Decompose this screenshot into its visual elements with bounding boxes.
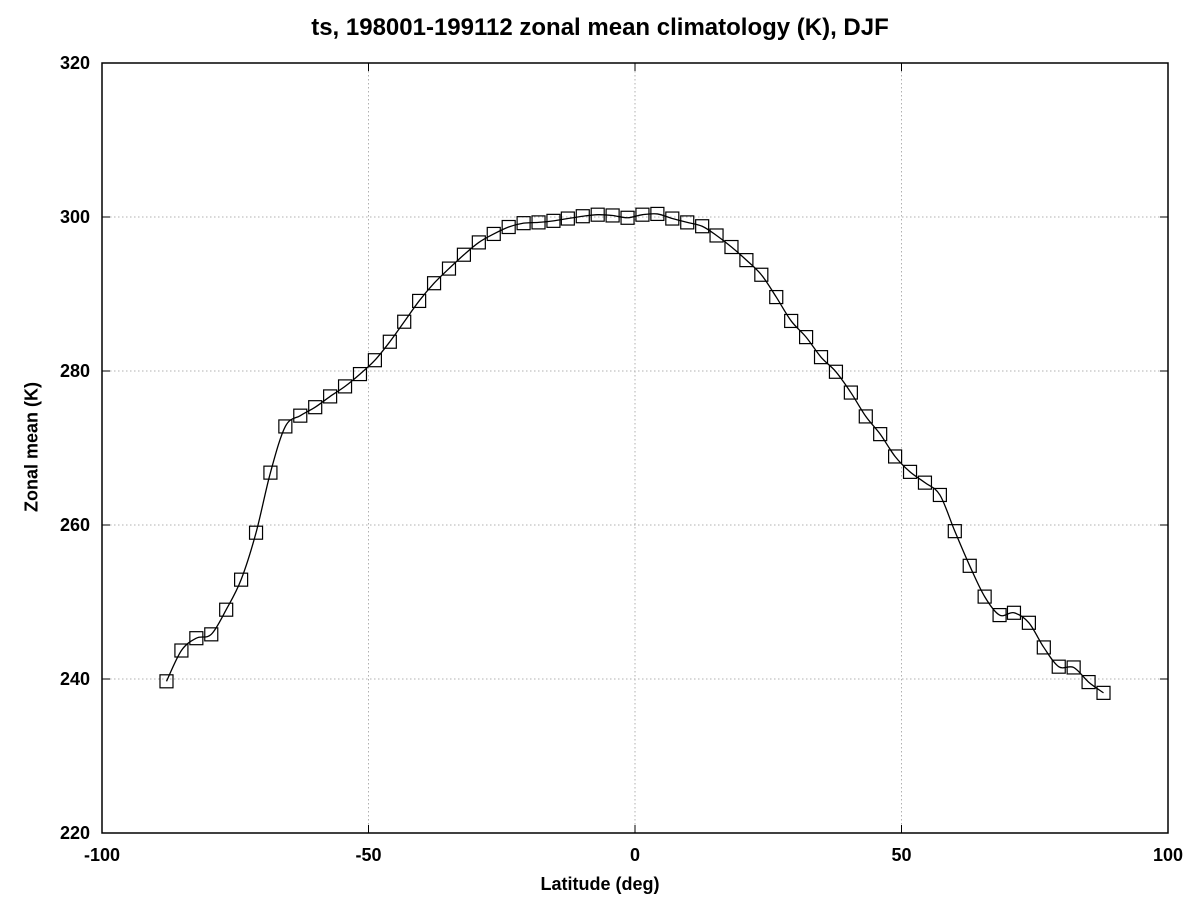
series-line bbox=[165, 213, 1104, 694]
x-tick-label: 50 bbox=[891, 845, 911, 865]
data-point-marker bbox=[159, 674, 174, 689]
data-point-marker bbox=[947, 524, 962, 539]
data-point-marker bbox=[486, 226, 501, 242]
x-tick-label: -50 bbox=[355, 845, 381, 865]
data-point-marker bbox=[501, 219, 516, 235]
data-point-marker bbox=[784, 313, 799, 329]
chart-title: ts, 198001-199112 zonal mean climatology… bbox=[311, 14, 889, 41]
data-point-marker bbox=[902, 464, 918, 479]
data-point-marker bbox=[219, 602, 234, 617]
y-tick-label: 320 bbox=[60, 53, 90, 73]
data-point-marker bbox=[873, 427, 888, 442]
data-point-marker bbox=[620, 210, 635, 225]
data-point-marker bbox=[680, 215, 695, 230]
data-point-marker bbox=[174, 643, 189, 658]
data-series bbox=[159, 206, 1111, 700]
data-point-marker bbox=[531, 215, 546, 230]
data-point-marker bbox=[665, 211, 680, 226]
data-point-marker bbox=[278, 419, 293, 434]
data-point-marker bbox=[263, 465, 278, 480]
data-point-marker bbox=[888, 449, 903, 464]
data-point-marker bbox=[917, 475, 933, 490]
data-point-marker bbox=[575, 209, 590, 224]
data-point-marker bbox=[828, 364, 844, 379]
data-point-marker bbox=[724, 239, 739, 255]
data-point-marker bbox=[1066, 660, 1081, 675]
data-point-marker bbox=[739, 253, 754, 268]
data-point-marker bbox=[560, 211, 575, 226]
data-point-marker bbox=[605, 208, 620, 223]
data-point-marker bbox=[813, 350, 829, 365]
data-point-marker bbox=[798, 330, 814, 345]
grid-lines bbox=[102, 63, 1168, 833]
data-point-marker bbox=[337, 379, 353, 394]
plot-frame bbox=[101, 62, 1169, 834]
y-tick-label: 220 bbox=[60, 823, 90, 843]
data-point-marker bbox=[293, 408, 308, 423]
x-tick-label: 0 bbox=[630, 845, 640, 865]
x-tick-label: -100 bbox=[84, 845, 120, 865]
data-point-marker bbox=[382, 334, 397, 349]
data-point-marker bbox=[189, 631, 204, 646]
data-point-marker bbox=[471, 235, 486, 250]
data-point-marker bbox=[843, 385, 858, 400]
data-point-marker bbox=[308, 400, 323, 415]
data-point-marker bbox=[650, 206, 665, 222]
data-point-marker bbox=[1021, 615, 1036, 630]
data-point-marker bbox=[992, 607, 1007, 623]
data-point-marker bbox=[456, 247, 472, 262]
data-point-marker bbox=[516, 216, 531, 231]
data-point-marker bbox=[858, 409, 873, 424]
data-point-marker bbox=[546, 213, 561, 228]
data-point-marker bbox=[754, 267, 769, 282]
data-point-marker bbox=[962, 558, 977, 573]
data-point-marker bbox=[1006, 605, 1022, 620]
data-point-marker bbox=[426, 276, 442, 291]
x-axis-label: Latitude (deg) bbox=[540, 874, 660, 894]
data-point-marker bbox=[635, 207, 650, 222]
data-point-marker bbox=[932, 487, 947, 503]
data-point-marker bbox=[769, 289, 784, 305]
data-point-marker bbox=[248, 525, 264, 540]
data-point-marker bbox=[977, 589, 992, 604]
data-point-marker bbox=[412, 293, 427, 309]
data-point-marker bbox=[695, 219, 710, 234]
data-point-marker bbox=[234, 572, 249, 587]
y-axis-label: Zonal mean (K) bbox=[21, 381, 42, 513]
data-point-marker bbox=[1081, 674, 1096, 690]
data-point-marker bbox=[441, 261, 457, 276]
data-point-marker bbox=[709, 228, 724, 243]
data-point-marker bbox=[590, 207, 605, 222]
data-point-marker bbox=[1051, 659, 1066, 674]
data-point-marker bbox=[204, 627, 219, 642]
data-point-marker bbox=[352, 366, 368, 382]
data-point-marker bbox=[323, 389, 338, 404]
x-tick-label: 100 bbox=[1153, 845, 1183, 865]
data-point-marker bbox=[1096, 685, 1111, 700]
y-tick-label: 280 bbox=[60, 361, 90, 381]
data-point-marker bbox=[367, 353, 382, 368]
data-point-marker bbox=[397, 314, 412, 329]
y-tick-label: 300 bbox=[60, 207, 90, 227]
y-tick-label: 260 bbox=[60, 515, 90, 535]
tick-labels: -100 -50 0 50 100 220 240 260 280 300 320 bbox=[60, 53, 1183, 865]
data-point-marker bbox=[1036, 640, 1051, 655]
y-tick-label: 240 bbox=[60, 669, 90, 689]
